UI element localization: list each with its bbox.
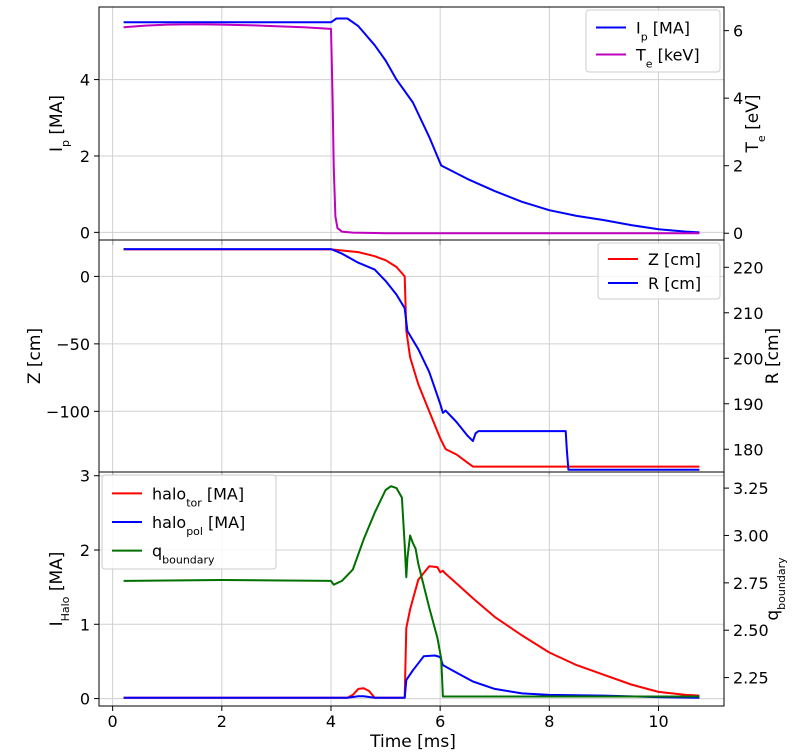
legend: Ip [MA]Te [keV] — [585, 9, 721, 73]
text-main: R [cm] — [648, 274, 701, 293]
y-right-tick-label: 2.25 — [733, 669, 769, 688]
text-main: T — [635, 46, 646, 65]
y-right-tick-label: 3.25 — [733, 479, 769, 498]
text-rest: [MA] — [47, 552, 67, 597]
x-tick-label: 10 — [648, 712, 668, 731]
y-left-axis-label: Z [cm] — [25, 328, 45, 384]
y-left-tick-label: 3 — [80, 467, 90, 486]
text-subscript: p — [641, 30, 648, 43]
series-line-qboundary — [123, 485, 700, 698]
y-left-tick-label: 0 — [80, 267, 90, 286]
y-right-tick-label: 6 — [733, 22, 743, 41]
text-subscript: p — [59, 140, 72, 147]
legend-entry: qboundary — [152, 542, 215, 567]
text-subscript: boundary — [775, 557, 788, 610]
legend-entry: R [cm] — [648, 274, 701, 293]
legend-entry: Z [cm] — [648, 250, 701, 269]
legend-entry: halopol [MA] — [152, 513, 245, 538]
y-right-tick-label: 2.75 — [733, 574, 769, 593]
text-main: q — [152, 542, 162, 561]
y-left-tick-label: 0 — [80, 690, 90, 709]
y-right-tick-label: 2 — [733, 157, 743, 176]
text-main: halo — [152, 484, 186, 503]
text-main: Z [cm] — [648, 250, 701, 269]
y-right-tick-label: 0 — [733, 224, 743, 243]
text-rest: [MA] — [648, 19, 690, 38]
text-rest: [keV] — [653, 46, 700, 65]
text-rest: [MA] — [202, 484, 244, 503]
legend-entry: halotor [MA] — [152, 484, 244, 509]
panel-3: 0 1 2 3 2.25 2.50 2.75 3.00 3.25 0 2 4 6 8 10 IHalo [MA… — [47, 467, 788, 731]
y-right-tick-label: 200 — [733, 349, 764, 368]
text-subscript: pol — [186, 525, 203, 538]
y-right-tick-label: 220 — [733, 258, 764, 277]
text-subscript: tor — [186, 496, 202, 509]
legend-entry: Te [keV] — [635, 46, 700, 71]
text-subscript: e — [755, 135, 768, 142]
x-tick-label: 4 — [326, 712, 336, 731]
y-right-tick-label: 190 — [733, 395, 764, 414]
y-right-axis-label: R [cm] — [763, 328, 783, 384]
y-right-axis-label: qboundary — [763, 557, 788, 621]
legend-box — [101, 474, 277, 570]
text-main: T — [743, 141, 763, 153]
text-rest: [MA] — [203, 513, 245, 532]
x-tick-label: 0 — [108, 712, 118, 731]
text-subscript: e — [646, 57, 653, 70]
y-left-tick-label: 0 — [80, 223, 90, 242]
y-right-axis-label: Te [eV] — [743, 95, 768, 154]
text-rest: [MA] — [47, 95, 67, 140]
text-subscript: Halo — [59, 596, 72, 621]
y-right-tick-label: 4 — [733, 89, 743, 108]
legend: halotor [MA]halopol [MA]qboundary — [101, 474, 277, 570]
x-axis-label: Time [ms] — [369, 732, 456, 752]
y-right-tick-label: 2.50 — [733, 621, 769, 640]
y-left-tick-label: 2 — [80, 147, 90, 166]
y-left-tick-label: 1 — [80, 615, 90, 634]
legend-box — [585, 9, 721, 73]
y-left-axis-label: IHalo [MA] — [47, 552, 72, 627]
text-main: I — [636, 19, 641, 38]
text-main: I — [47, 147, 67, 152]
y-left-tick-label: −50 — [56, 335, 90, 354]
series-line-te — [123, 23, 700, 235]
series-line-z-cm — [123, 248, 700, 468]
legend-box — [597, 242, 721, 300]
y-right-tick-label: 180 — [733, 440, 764, 459]
y-right-tick-label: 210 — [733, 304, 764, 323]
y-left-axis-label: Ip [MA] — [47, 95, 72, 152]
plot-frame — [98, 471, 725, 707]
x-tick-label: 6 — [435, 712, 445, 731]
legend: Z [cm] R [cm] — [597, 242, 721, 300]
text-main: Z [cm] — [25, 328, 45, 384]
y-left-tick-label: 4 — [80, 71, 90, 90]
text-main: I — [47, 621, 67, 626]
x-tick-label: 8 — [544, 712, 554, 731]
text-rest: [eV] — [743, 95, 763, 136]
y-left-tick-label: −100 — [46, 402, 90, 421]
series-line-halotor — [123, 565, 700, 699]
series-line-halopol — [123, 654, 700, 699]
text-main: R [cm] — [763, 328, 783, 384]
text-subscript: boundary — [162, 553, 215, 566]
text-main: halo — [152, 513, 186, 532]
series-line-r-cm — [123, 248, 700, 471]
y-left-tick-label: 2 — [80, 541, 90, 560]
series-line-ip — [123, 17, 700, 234]
x-tick-label: 2 — [217, 712, 227, 731]
text-main: q — [763, 610, 783, 621]
y-right-tick-label: 3.00 — [733, 526, 769, 545]
legend-entry: Ip [MA] — [636, 19, 690, 44]
